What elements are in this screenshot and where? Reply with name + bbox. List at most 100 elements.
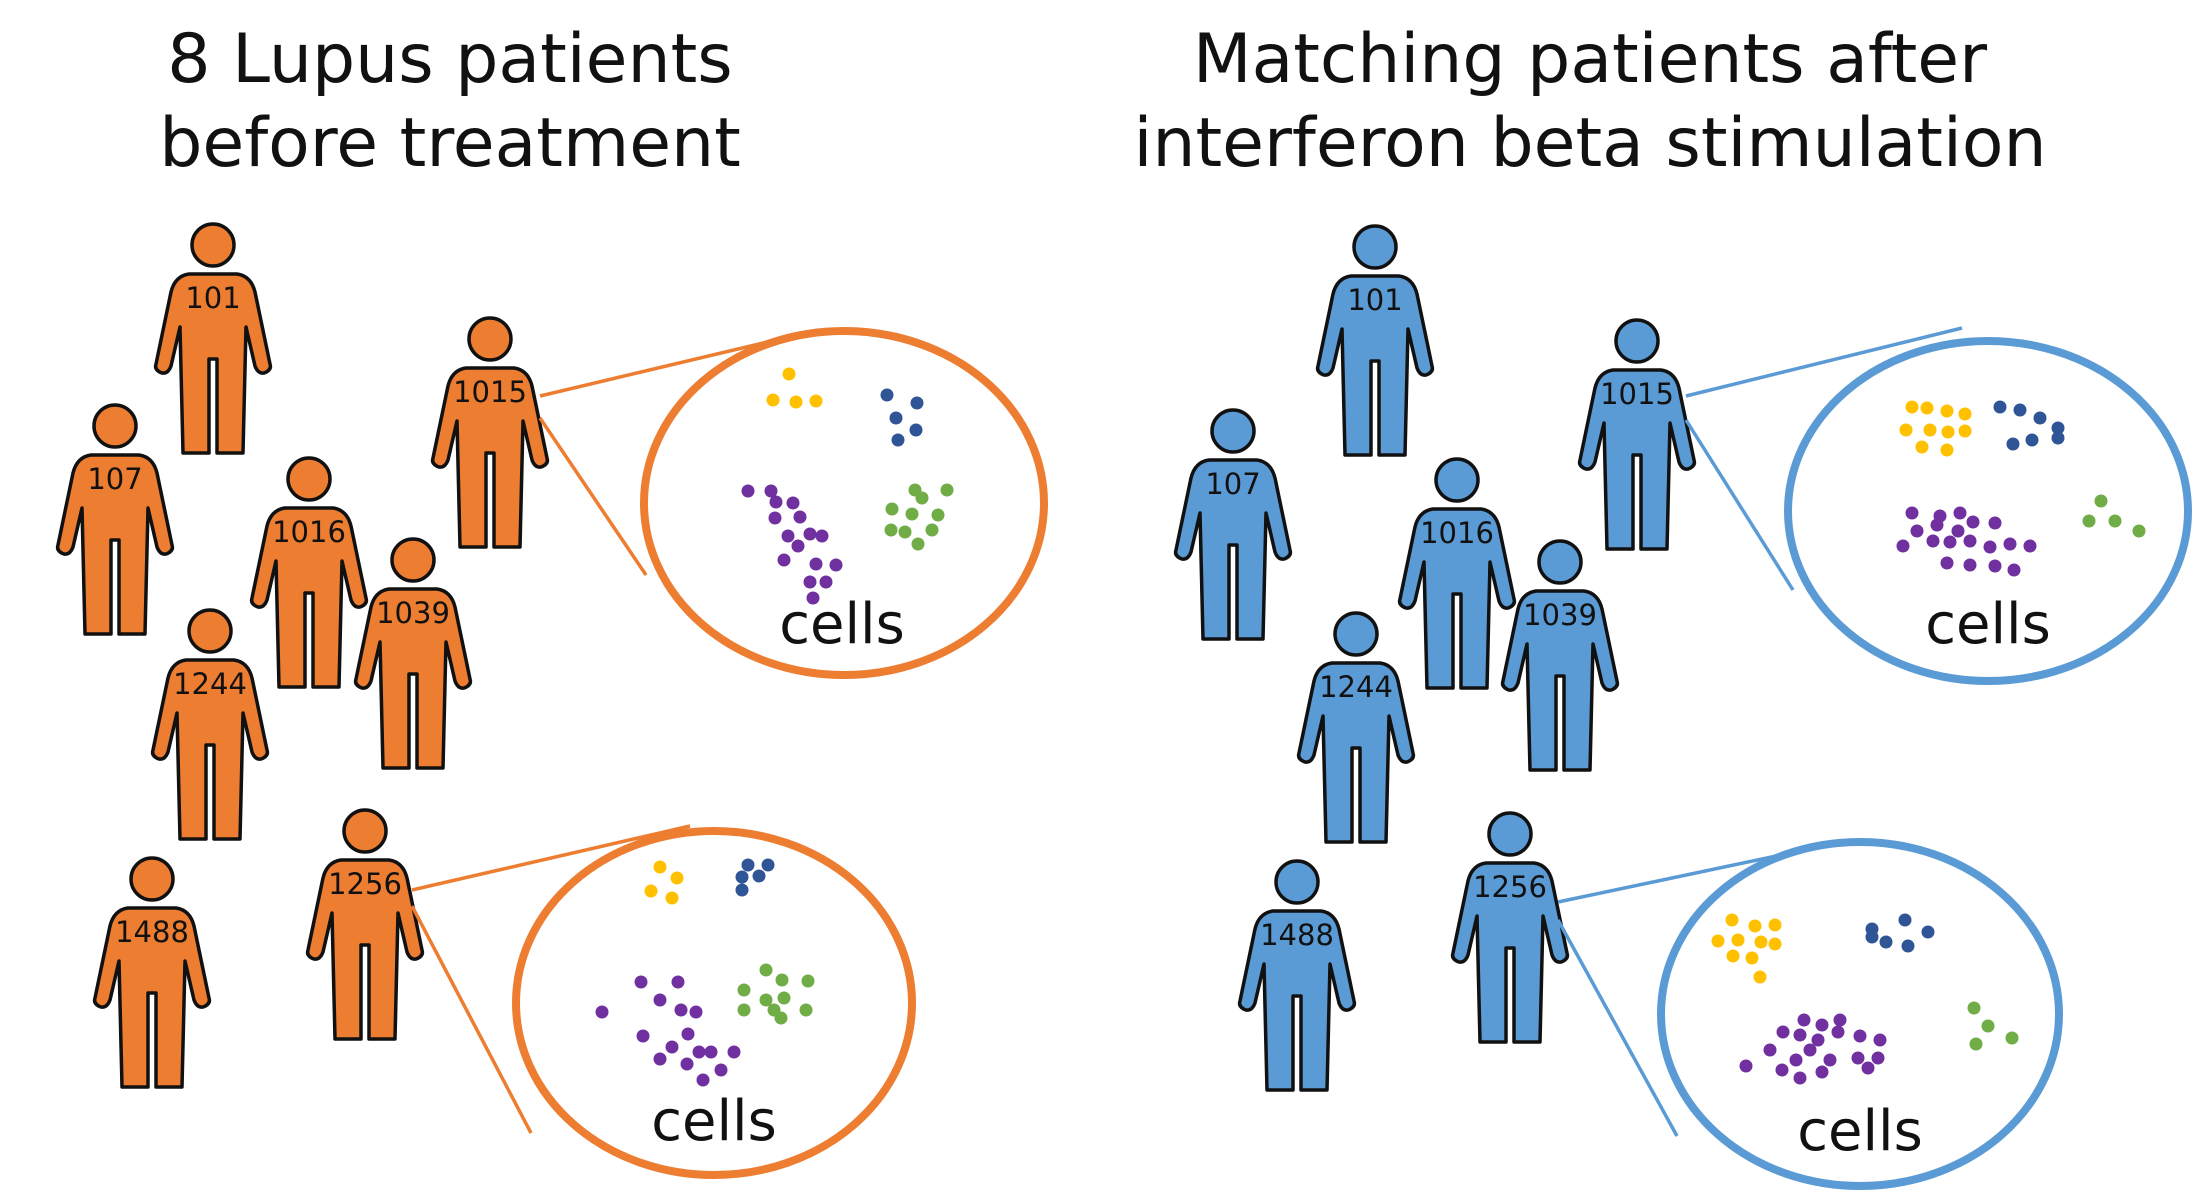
left-callout-1015: cells <box>538 327 1048 679</box>
cell-dot <box>1865 930 1879 944</box>
cell-dot <box>653 1052 667 1066</box>
cell-dot <box>766 393 780 407</box>
cell-dot <box>1993 400 2007 414</box>
cell-cluster-blue <box>880 388 924 447</box>
cell-dot <box>2003 537 2017 551</box>
cell-dot <box>1811 1033 1825 1047</box>
cell-dot <box>799 1003 813 1017</box>
left-callout-1256: cells <box>410 824 916 1179</box>
cell-dot <box>2132 524 2146 538</box>
cell-dot <box>1943 535 1957 549</box>
cell-dot <box>1797 1013 1811 1027</box>
cell-dot <box>2006 437 2020 451</box>
cell-dot <box>1815 1065 1829 1079</box>
left-patient-id-label: 107 <box>87 462 142 496</box>
cell-cluster-yellow <box>1711 913 1782 984</box>
cell-dot <box>1731 933 1745 947</box>
right-title-line-2: interferon beta stimulation <box>1133 104 2047 183</box>
cell-dot <box>1901 939 1915 953</box>
cell-dot <box>1745 951 1759 965</box>
right-patient-1039-figure: 1039 <box>1500 539 1620 772</box>
callout-connector-bottom <box>410 905 533 1134</box>
person-body <box>1173 458 1293 641</box>
cell-dot <box>1776 1025 1790 1039</box>
cell-cluster-purple <box>1896 506 2037 577</box>
person-body <box>1296 661 1416 844</box>
cell-cluster-yellow <box>644 860 684 905</box>
person-head <box>190 222 236 268</box>
right-patient-1256-figure: 1256 <box>1450 811 1570 1044</box>
person-body <box>249 506 369 689</box>
cell-dot <box>759 993 773 1007</box>
cell-dot <box>898 525 912 539</box>
person-head <box>1487 811 1533 857</box>
cells-label: cells <box>1797 1099 1923 1164</box>
cell-dot <box>1726 949 1740 963</box>
callout-magnifier-circle <box>640 327 1048 679</box>
person-head <box>1352 224 1398 270</box>
cell-dot <box>940 483 954 497</box>
cells-label: cells <box>1925 592 2051 657</box>
cell-dot <box>1967 1001 1981 1015</box>
cell-dot <box>1905 506 1919 520</box>
cell-dot <box>905 507 919 521</box>
cell-dot <box>911 537 925 551</box>
cell-dot <box>653 860 667 874</box>
cell-dot <box>1853 1029 1867 1043</box>
cell-cluster-green <box>884 483 954 551</box>
cell-dot <box>1748 919 1762 933</box>
person-body <box>55 453 175 636</box>
cell-dot <box>885 502 899 516</box>
cell-dot <box>759 963 773 977</box>
person-head <box>390 537 436 583</box>
person-head <box>1614 318 1660 364</box>
cell-dot <box>1768 918 1782 932</box>
cell-dot <box>674 1003 688 1017</box>
left-patient-id-label: 1016 <box>272 515 346 549</box>
cell-dot <box>1951 524 1965 538</box>
cell-dot <box>634 975 648 989</box>
cell-dot <box>2051 431 2065 445</box>
cell-cluster-blue <box>1993 400 2065 451</box>
person-body <box>430 366 550 549</box>
right-patient-id-label: 1039 <box>1523 598 1597 632</box>
left-title-line-2: before treatment <box>159 104 741 183</box>
cell-cluster-purple <box>741 484 843 605</box>
right-patient-id-label: 107 <box>1205 467 1260 501</box>
cell-dot <box>1958 424 1972 438</box>
cell-cluster-purple <box>595 975 741 1087</box>
cell-dot <box>1896 539 1910 553</box>
cell-dot <box>2108 514 2122 528</box>
callout-connector-bottom <box>1684 419 1795 591</box>
cell-cluster-green <box>1967 1001 2019 1051</box>
left-panel-group: 101 107 1016 1015 1039 1244 1488 1256 cells cells <box>55 222 1048 1179</box>
cell-cluster-yellow <box>1899 400 1972 457</box>
person-head <box>129 856 175 902</box>
cell-dot <box>768 511 782 525</box>
cell-dot <box>671 975 685 989</box>
cell-cluster-purple <box>1739 1013 1887 1085</box>
cell-dot <box>791 539 805 553</box>
person-head <box>92 403 138 449</box>
cell-dot <box>1823 1053 1837 1067</box>
cell-dot <box>769 495 783 509</box>
cell-dot <box>1915 440 1929 454</box>
person-body <box>1397 507 1517 690</box>
person-head <box>187 608 233 654</box>
cell-dot <box>1871 1051 1885 1065</box>
left-patient-id-label: 1256 <box>328 867 402 901</box>
cell-dot <box>931 508 945 522</box>
cell-dot <box>680 1057 694 1071</box>
right-patient-101-figure: 101 <box>1315 224 1435 457</box>
right-patient-1015-figure: 1015 <box>1577 318 1697 551</box>
person-body <box>150 658 270 841</box>
cell-dot <box>1711 934 1725 948</box>
person-body <box>92 906 212 1089</box>
left-patient-1016-figure: 1016 <box>249 456 369 689</box>
cell-dot <box>786 496 800 510</box>
cells-label: cells <box>779 592 905 657</box>
cell-dot <box>1789 1053 1803 1067</box>
cell-dot <box>774 1011 788 1025</box>
person-head <box>1274 859 1320 905</box>
left-patient-101-figure: 101 <box>153 222 273 455</box>
